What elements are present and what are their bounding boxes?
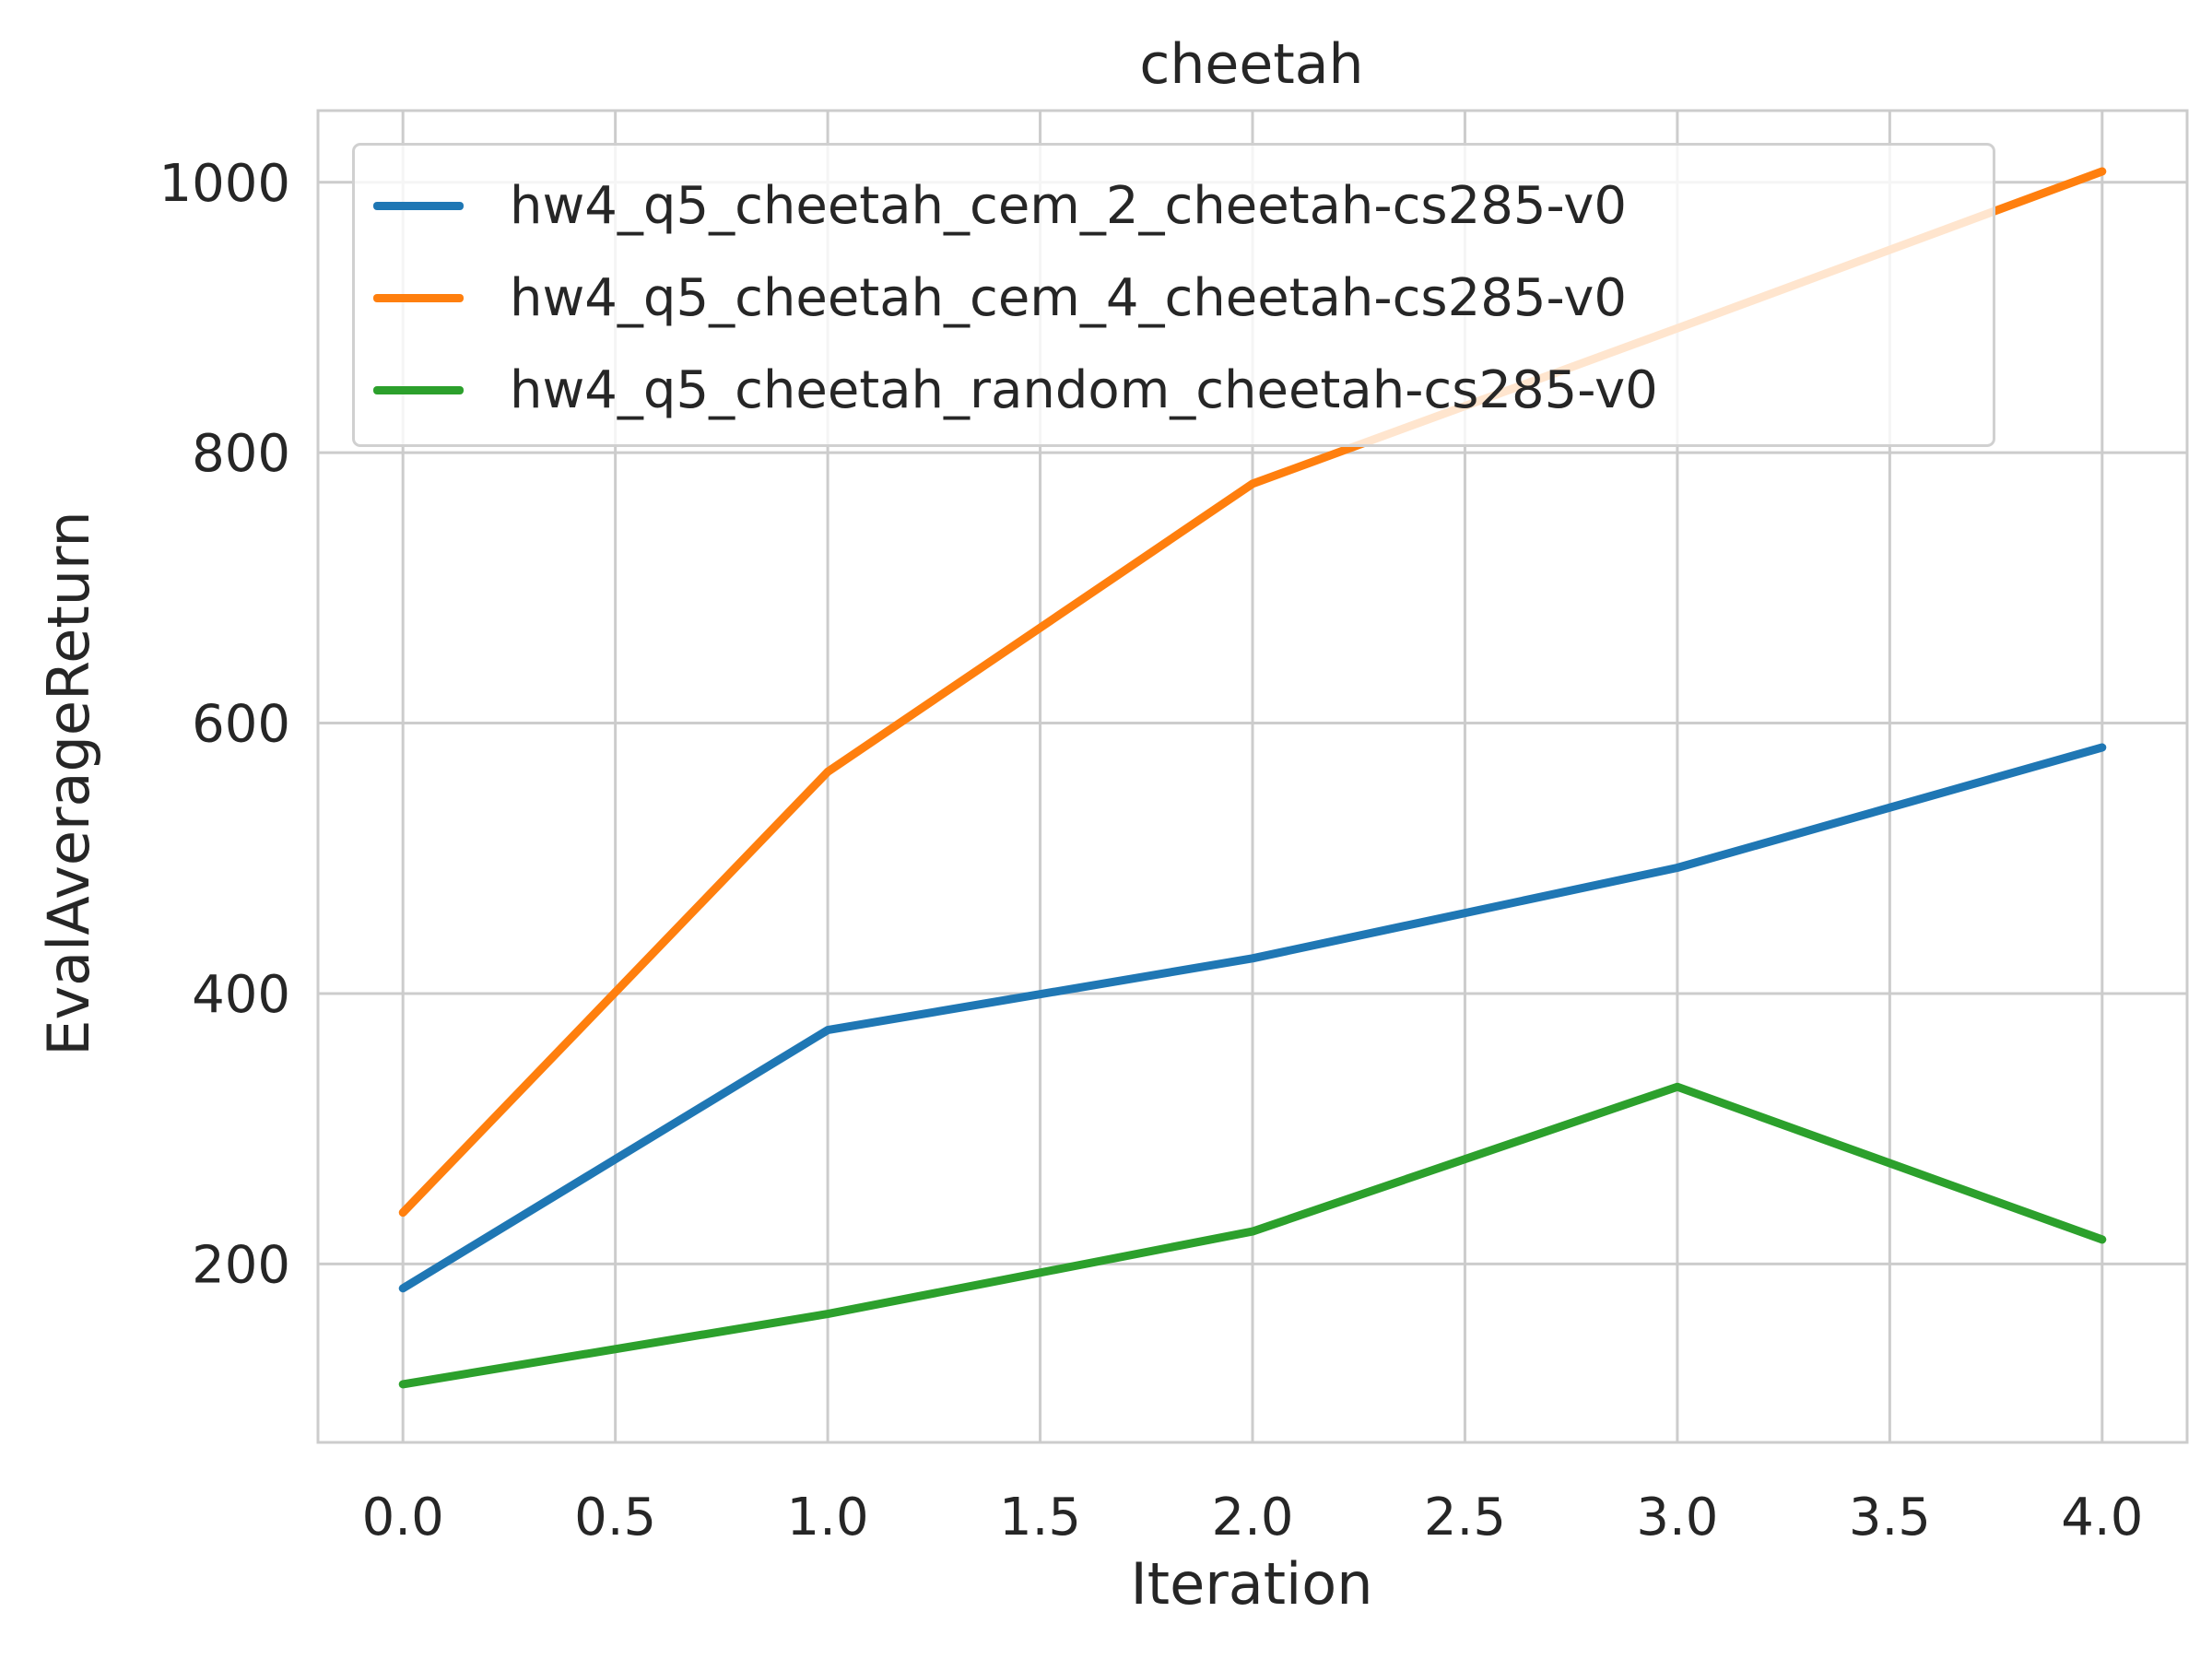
- legend: hw4_q5_cheetah_cem_2_cheetah-cs285-v0 hw…: [352, 143, 1995, 447]
- legend-item-cem-4: hw4_q5_cheetah_cem_4_cheetah-cs285-v0: [373, 256, 1627, 339]
- x-tick-label: 4.0: [2061, 1488, 2143, 1547]
- x-tick-label: 3.0: [1636, 1488, 1718, 1547]
- chart-title: cheetah: [1139, 32, 1363, 97]
- plot-area-frame: [316, 109, 2189, 1444]
- x-tick-label: 2.5: [1424, 1488, 1506, 1547]
- x-tick-label: 0.0: [362, 1488, 444, 1547]
- y-tick-label: 1000: [159, 154, 290, 214]
- series-line-2: [398, 1082, 2107, 1389]
- x-axis-label: Iteration: [1131, 1550, 1373, 1618]
- legend-label-cem-4: hw4_q5_cheetah_cem_4_cheetah-cs285-v0: [510, 267, 1627, 328]
- legend-label-random: hw4_q5_cheetah_random_cheetah-cs285-v0: [510, 359, 1658, 420]
- x-tick-labels: 0.0 0.5 1.0 1.5 2.0 2.5 3.0 3.5 4.0: [362, 1488, 2144, 1547]
- series-line-0: [398, 743, 2107, 1293]
- y-axis-label: EvalAverageReturn: [35, 511, 102, 1055]
- x-tick-label: 1.5: [999, 1488, 1081, 1547]
- y-tick-label: 200: [192, 1235, 290, 1295]
- y-tick-label: 600: [192, 695, 290, 755]
- x-tick-label: 0.5: [574, 1488, 656, 1547]
- legend-label-cem-2: hw4_q5_cheetah_cem_2_cheetah-cs285-v0: [510, 175, 1627, 236]
- legend-swatch-cem-2: [373, 201, 464, 210]
- x-tick-label: 2.0: [1211, 1488, 1293, 1547]
- x-tick-label: 1.0: [787, 1488, 869, 1547]
- legend-swatch-cem-4: [373, 293, 464, 302]
- x-tick-label: 3.5: [1849, 1488, 1931, 1547]
- legend-item-cem-2: hw4_q5_cheetah_cem_2_cheetah-cs285-v0: [373, 164, 1627, 247]
- y-tick-label: 800: [192, 424, 290, 484]
- y-tick-labels: 200 400 600 800 1000: [159, 154, 290, 1296]
- y-tick-label: 400: [192, 965, 290, 1025]
- legend-item-random: hw4_q5_cheetah_random_cheetah-cs285-v0: [373, 348, 1658, 431]
- legend-swatch-random: [373, 385, 464, 394]
